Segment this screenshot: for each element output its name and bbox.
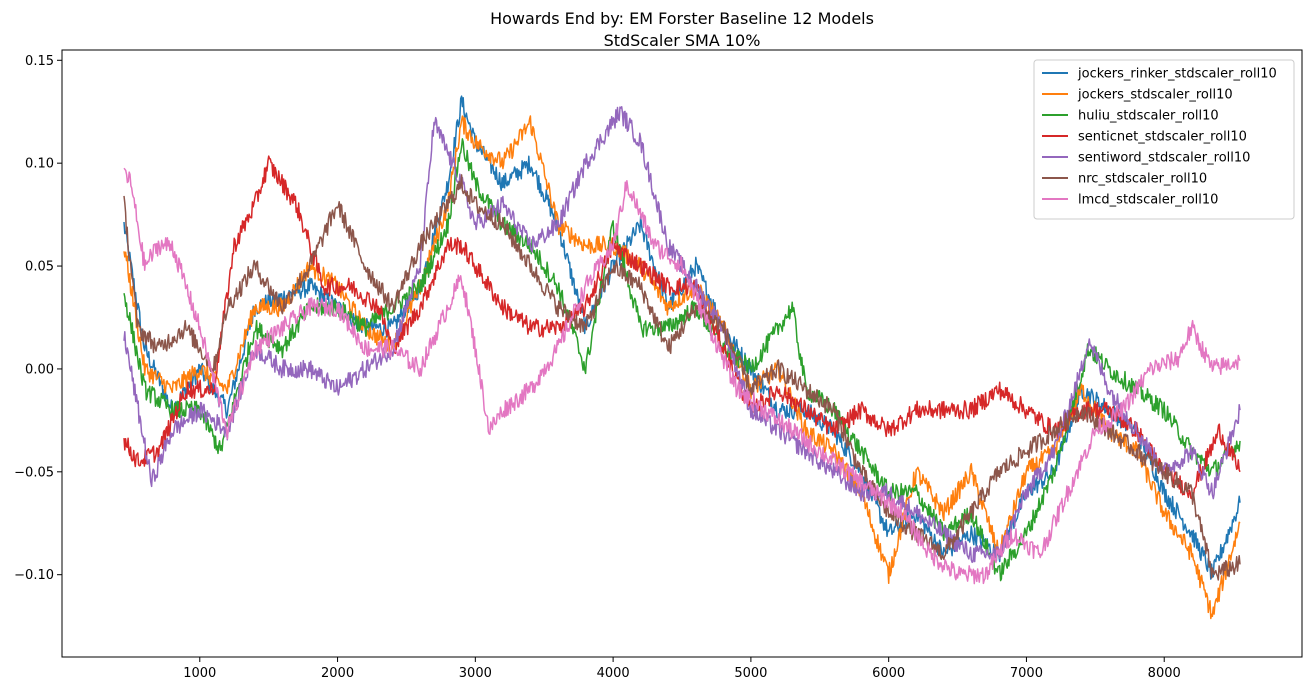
legend-label: huliu_stdscaler_roll10	[1078, 109, 1219, 124]
x-tick-label: 7000	[1010, 666, 1043, 681]
y-tick-label: 0.15	[25, 54, 54, 69]
x-tick-label: 5000	[734, 666, 767, 681]
legend-label: jockers_rinker_stdscaler_roll10	[1077, 67, 1277, 82]
legend-label: jockers_stdscaler_roll10	[1077, 88, 1233, 103]
x-tick-label: 6000	[872, 666, 905, 681]
series-lines	[123, 95, 1241, 620]
y-tick-label: −0.05	[14, 465, 54, 480]
y-tick-label: 0.00	[25, 362, 54, 377]
x-tick-label: 2000	[321, 666, 354, 681]
legend-label: lmcd_stdscaler_roll10	[1078, 193, 1218, 208]
legend-label: nrc_stdscaler_roll10	[1078, 172, 1207, 187]
plot-frame	[61, 49, 1303, 658]
x-axis: 1000 2000 3000 4000 5000 6000 7000 8000	[183, 657, 1181, 681]
series-line-lmcd_stdscaler_roll10	[123, 167, 1241, 585]
x-tick-label: 4000	[597, 666, 630, 681]
x-tick-label: 1000	[183, 666, 216, 681]
y-axis: −0.10 −0.05 0.00 0.05 0.10 0.15	[14, 54, 62, 583]
legend: jockers_rinker_stdscaler_roll10 jockers_s…	[1033, 59, 1295, 220]
y-tick-label: 0.05	[25, 260, 54, 275]
y-tick-label: −0.10	[14, 568, 54, 583]
legend-label: senticnet_stdscaler_roll10	[1078, 130, 1247, 145]
legend-box	[1033, 59, 1295, 220]
x-tick-label: 3000	[459, 666, 492, 681]
x-tick-label: 8000	[1148, 666, 1181, 681]
series-line-nrc_stdscaler_roll10	[123, 174, 1241, 581]
legend-label: sentiword_stdscaler_roll10	[1078, 151, 1250, 166]
chart-subtitle: StdScaler SMA 10%	[604, 31, 761, 50]
y-tick-label: 0.10	[25, 157, 54, 172]
chart-title: Howards End by: EM Forster Baseline 12 M…	[490, 9, 874, 28]
